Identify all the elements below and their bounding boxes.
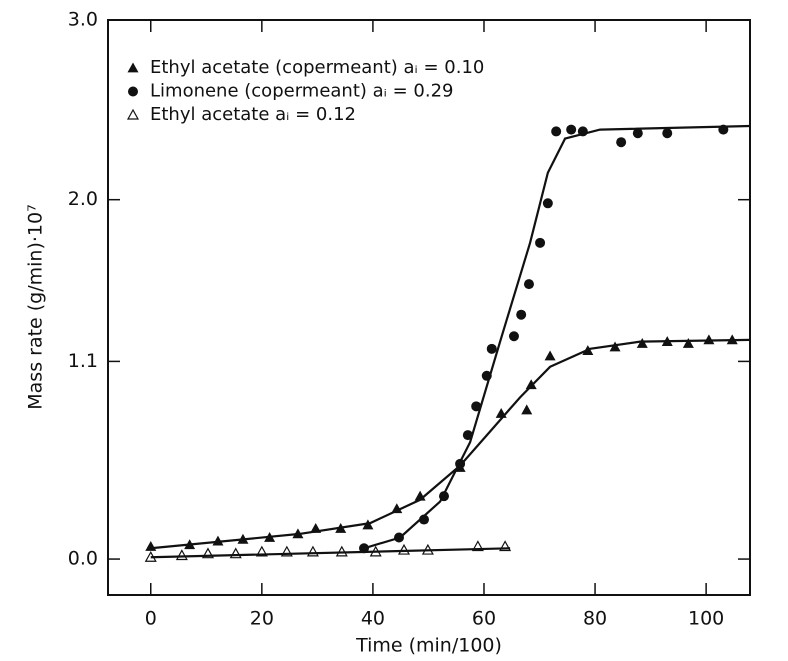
data-point [662, 128, 673, 139]
x-tick-label: 20 [250, 608, 274, 630]
data-point [486, 343, 497, 354]
data-point [535, 237, 546, 248]
data-point [609, 341, 621, 352]
data-point [544, 350, 556, 361]
plot-frame [107, 19, 751, 596]
data-point [682, 337, 694, 348]
data-point [145, 540, 157, 551]
data-point [471, 401, 482, 412]
y-tick-label: 3.0 [68, 9, 98, 31]
legend-marker [126, 108, 140, 120]
data-point [703, 334, 715, 345]
y-tick-label: 0.0 [68, 548, 98, 570]
legend-marker [127, 62, 139, 73]
x-tick-label: 40 [361, 608, 385, 630]
data-point [542, 198, 553, 209]
data-point [551, 126, 562, 137]
y-tick-label: 1.1 [68, 350, 98, 372]
x-tick-label: 100 [688, 608, 724, 630]
data-point [391, 503, 403, 514]
data-point [616, 137, 627, 148]
x-tick-label: 0 [145, 608, 157, 630]
x-tick-label: 60 [472, 608, 496, 630]
x-axis-label: Time (min/100) [355, 635, 502, 657]
legend-label: Ethyl acetate aᵢ = 0.12 [150, 104, 356, 125]
data-point [521, 404, 533, 415]
fit-curve [150, 547, 511, 559]
legend-label: Ethyl acetate (copermeant) aᵢ = 0.10 [150, 57, 484, 78]
data-point [306, 545, 319, 557]
y-axis-label: Mass rate (g/min)·10⁷ [25, 204, 47, 409]
legend-label: Limonene (copermeant) aᵢ = 0.29 [150, 81, 453, 102]
y-tick-label: 2.0 [68, 188, 98, 210]
data-point [175, 549, 188, 561]
data-point [508, 331, 519, 342]
fit-curve [150, 338, 751, 550]
data-point [523, 279, 534, 290]
fit-curve [363, 124, 751, 550]
legend-marker [128, 86, 138, 97]
data-point [397, 543, 411, 555]
data-point [566, 124, 577, 135]
x-tick-label: 80 [583, 608, 607, 630]
data-point [516, 309, 527, 320]
data-point [636, 337, 648, 348]
data-point [632, 128, 643, 139]
data-point [525, 379, 537, 390]
